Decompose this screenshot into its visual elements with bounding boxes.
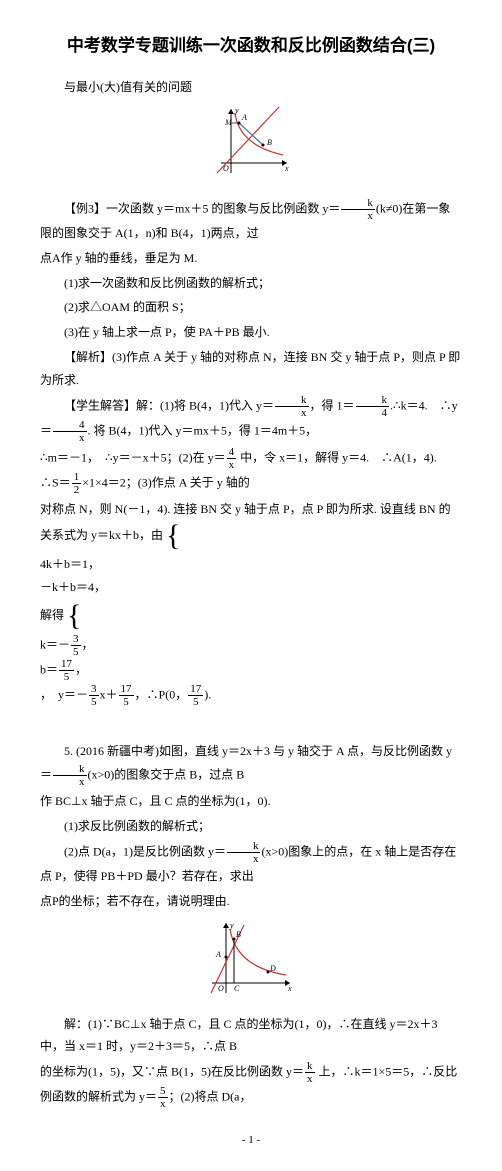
student-solution-line4: 解得 { <box>40 601 462 631</box>
fraction: 175 <box>59 658 74 683</box>
fraction: k4 <box>356 394 390 419</box>
question5-line2: 作 BC⊥x 轴于点 C，且 C 点的坐标为(1，0). <box>40 790 462 813</box>
section-heading: 与最小(大)值有关的问题 <box>40 76 462 99</box>
svg-text:y: y <box>229 921 234 930</box>
fraction: 5x <box>158 1085 168 1110</box>
text: ，∴P(0， <box>135 688 188 702</box>
fraction: 12 <box>72 471 82 496</box>
fraction: 4x <box>53 419 87 444</box>
svg-text:B: B <box>267 138 272 147</box>
fraction: 35 <box>71 633 81 658</box>
text: (x>0)的图象交于点 B，过点 B <box>88 768 245 782</box>
text: 对称点 N，则 N(－1，4). 连接 BN 交 y 轴于点 P，点 P 即为所… <box>40 502 451 542</box>
text: 【例3】一次函数 y＝mx＋5 的图象与反比例函数 y＝ <box>64 201 340 215</box>
example3-intro: 【例3】一次函数 y＝mx＋5 的图象与反比例函数 y＝kx(k≠0)在第一象限… <box>40 197 462 245</box>
svg-text:x: x <box>284 164 289 173</box>
text: ， y＝－ <box>40 688 88 702</box>
eq2: －k＋b＝4， <box>40 576 462 599</box>
example3-line2: 点A作 y 轴的垂线，垂足为 M. <box>40 247 462 270</box>
text: ；(2)将点 D(a， <box>169 1090 252 1104</box>
svg-text:y: y <box>234 106 239 115</box>
text: 【学生解答】解：(1)将 B(4，1)代入 y＝ <box>64 398 274 412</box>
text: 的坐标为(1，5)，又∵点 B(1，5)在反比例函数 y＝ <box>40 1064 304 1078</box>
text: . 将 B(4，1)代入 y＝mx＋5，得 1＝4m＋5， <box>88 423 318 437</box>
student-solution-line2: ∴m＝－1， ∴y＝－x＋5；(2)在 y＝4x 中，令 x＝1，解得 y＝4.… <box>40 446 462 496</box>
answer-line1: 解：(1)∵BC⊥x 轴于点 C，且 C 点的坐标为(1，0)，∴在直线 y＝2… <box>40 1013 462 1059</box>
svg-text:D: D <box>269 964 276 973</box>
q5-q2: (2)点 D(a，1)是反比例函数 y＝kx(x>0)图象上的点，在 x 轴上是… <box>40 840 462 888</box>
brace-system-1: { <box>166 521 182 551</box>
question5-line1: 5. (2016 新疆中考)如图，直线 y＝2x＋3 与 y 轴交于 A 点，与… <box>40 740 462 788</box>
fraction: kx <box>275 394 309 419</box>
q3: (3)在 y 轴上求一点 P，使 PA＋PB 最小. <box>40 321 462 344</box>
analysis: 【解析】(3)作点 A 关于 y 轴的对称点 N，连接 BN 交 y 轴于点 P… <box>40 346 462 392</box>
q1: (1)求一次函数和反比例函数的解析式； <box>40 272 462 295</box>
text: ，得 1＝ <box>310 398 355 412</box>
q5-q1: (1)求反比例函数的解析式； <box>40 815 462 838</box>
fraction: kx <box>227 840 261 865</box>
fraction: kx <box>341 197 375 222</box>
text: 解得 <box>40 608 64 622</box>
fraction: kx <box>305 1060 315 1085</box>
fraction: 4x <box>227 446 237 471</box>
text: (2)点 D(a，1)是反比例函数 y＝ <box>64 844 226 858</box>
fraction: 35 <box>89 683 99 708</box>
text: ∴m＝－1， ∴y＝－x＋5；(2)在 y＝ <box>40 450 226 464</box>
text: b＝ <box>40 662 58 676</box>
text: k＝－ <box>40 637 70 651</box>
svg-text:A: A <box>215 950 221 959</box>
page-number: - 1 - <box>40 1130 462 1151</box>
answer-line2: 的坐标为(1，5)，又∵点 B(1，5)在反比例函数 y＝kx 上，∴k＝1×5… <box>40 1060 462 1110</box>
fraction: 175 <box>119 683 134 708</box>
q2: (2)求△OAM 的面积 S； <box>40 296 462 319</box>
fraction: kx <box>53 763 87 788</box>
student-solution-line1: 【学生解答】解：(1)将 B(4，1)代入 y＝kx，得 1＝k4.∴k＝4. … <box>40 394 462 444</box>
text: ). <box>204 688 211 702</box>
document-title: 中考数学专题训练一次函数和反比例函数结合(三) <box>40 30 462 62</box>
svg-text:O: O <box>218 984 224 993</box>
figure-1: M A B O x y <box>40 105 462 191</box>
figure-2: B A D C O x y <box>40 919 462 1007</box>
q5-q2-cont: 点P的坐标；若不存在，请说明理由. <box>40 890 462 913</box>
svg-text:O: O <box>223 164 229 173</box>
student-solution-line3: 对称点 N，则 N(－1，4). 连接 BN 交 y 轴于点 P，点 P 即为所… <box>40 498 462 551</box>
svg-text:B: B <box>236 930 241 939</box>
text: x＋ <box>100 688 118 702</box>
text: ×1×4＝2；(3)作点 A 关于 y 轴的 <box>82 476 250 490</box>
svg-text:x: x <box>287 984 292 993</box>
svg-text:M: M <box>224 118 233 127</box>
svg-text:C: C <box>234 984 240 993</box>
svg-text:A: A <box>241 113 247 122</box>
eq1: 4k＋b＝1， <box>40 553 462 576</box>
fraction: 175 <box>188 683 203 708</box>
brace-system-2: { <box>67 601 83 631</box>
